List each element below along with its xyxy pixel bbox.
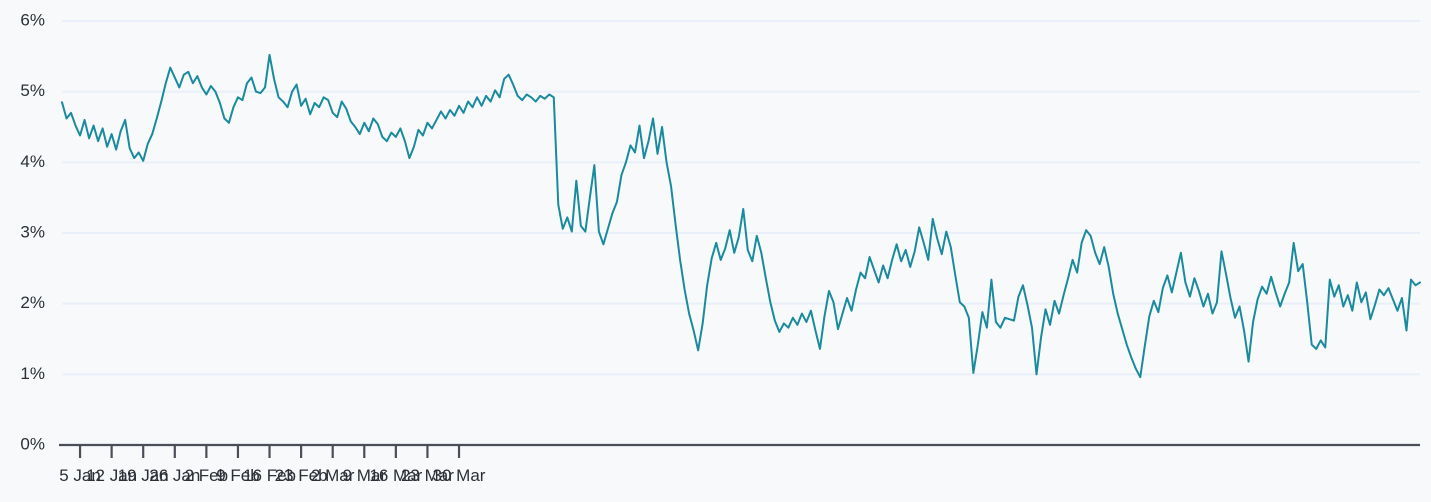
x-axis-tick-label: 26 Jan (149, 466, 200, 485)
x-axis-tick-label: 19 Jan (118, 466, 169, 485)
y-axis-tick-label: 4% (20, 152, 45, 171)
x-axis-tick-label: 23 Feb (275, 466, 328, 485)
x-axis-tick-label: 2 Feb (185, 466, 228, 485)
x-axis-tick-label: 23 Mar (401, 466, 454, 485)
y-axis-tick-label: 0% (20, 434, 45, 453)
y-axis-labels: 0% 1% 2% 3% 4% 5% 6% (20, 10, 45, 453)
x-axis-tick-label: 30 Mar (433, 466, 486, 485)
x-axis-tick-label: 12 Jan (86, 466, 137, 485)
y-axis-tick-label: 3% (20, 222, 45, 241)
x-axis-tick-label: 16 Feb (243, 466, 296, 485)
y-axis-tick-label: 6% (20, 10, 45, 29)
x-axis-tick-label: 9 Mar (343, 466, 387, 485)
x-axis-tick-label: 9 Feb (216, 466, 259, 485)
x-axis-tick-label: 16 Mar (369, 466, 422, 485)
data-series-line (61, 53, 1421, 379)
x-axis-tick-label: 2 Mar (311, 466, 355, 485)
y-axis-tick-label: 2% (20, 293, 45, 312)
gridlines (62, 20, 1420, 376)
x-axis-tick-label: 5 Jan (59, 466, 101, 485)
y-axis-tick-label: 1% (20, 364, 45, 383)
y-axis-tick-label: 5% (20, 81, 45, 100)
x-axis-ticks (78, 445, 461, 458)
